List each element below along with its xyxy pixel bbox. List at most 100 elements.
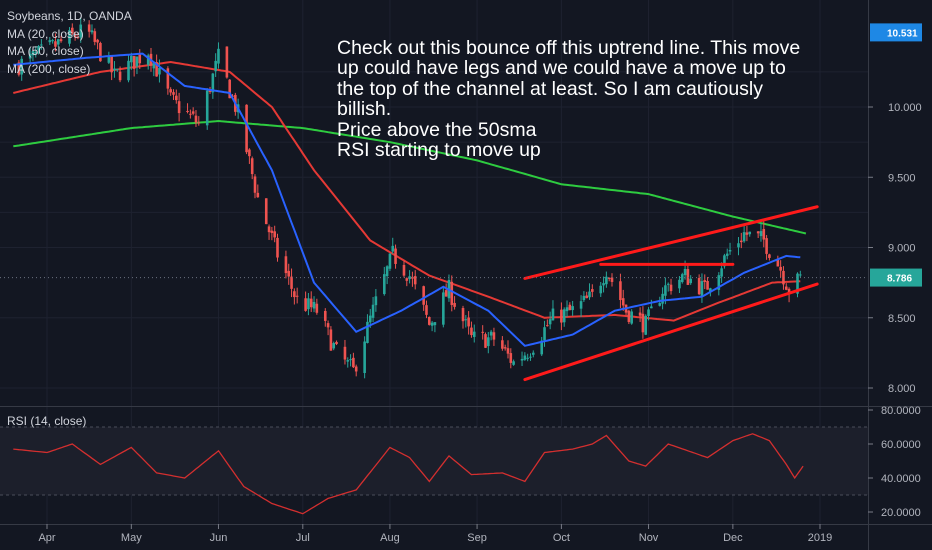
candle-body: [186, 110, 189, 112]
candle-body: [130, 55, 133, 63]
candle-body: [214, 60, 217, 72]
candle-body: [602, 283, 605, 286]
candle-body: [512, 361, 515, 365]
candle-body: [779, 266, 782, 271]
candle-body: [650, 306, 653, 309]
candle-body: [177, 101, 181, 114]
candle-body: [717, 275, 721, 290]
candle-body: [661, 293, 664, 304]
candle-body: [405, 278, 409, 281]
ma50-path: [13, 60, 801, 322]
price-tick-label: 9.500: [888, 172, 916, 184]
candle-body: [571, 306, 574, 311]
candle-body: [138, 53, 142, 64]
candle-body: [40, 44, 43, 46]
candle-body: [31, 51, 35, 56]
price-axis[interactable]: 8.000 8.500 9.000 9.500 10.000: [868, 102, 922, 395]
candle-body: [723, 255, 726, 267]
candle-body: [127, 60, 130, 81]
price-markers: 8.786 10.531: [0, 23, 922, 287]
rsi-legend[interactable]: RSI (14, close): [7, 414, 86, 428]
candle-body: [354, 366, 358, 372]
candle-body: [315, 303, 319, 313]
candle-body: [520, 358, 524, 361]
candle-body: [444, 290, 448, 297]
candle-body: [796, 273, 799, 294]
candle-body: [68, 30, 71, 44]
candle-body: [172, 92, 175, 95]
candle-body: [666, 283, 670, 285]
candle-body: [267, 226, 271, 233]
candle-body: [762, 229, 766, 240]
candle-body: [205, 90, 209, 126]
candle-body: [225, 46, 229, 78]
candle-body: [503, 347, 507, 349]
price-tick-label: 9.000: [888, 243, 916, 255]
candle-body: [728, 250, 732, 252]
candle-body: [776, 258, 780, 267]
candle-body: [90, 30, 94, 33]
candle-body: [332, 343, 336, 349]
time-tick-label: Apr: [38, 532, 55, 544]
candle-body: [591, 289, 594, 292]
time-tick-label: Dec: [723, 532, 743, 544]
candle-body: [630, 311, 633, 324]
candle-body: [189, 113, 192, 115]
rsi-tick-label: 40.0000: [881, 473, 921, 485]
trendline[interactable]: [523, 282, 819, 382]
candle-body: [709, 288, 712, 292]
ma200-path: [13, 119, 807, 235]
last-price-label: 10.531: [887, 28, 918, 39]
candle-body: [76, 37, 80, 39]
candle-body: [664, 285, 667, 296]
candle-body: [745, 232, 749, 235]
annotation-line: the top of the channel at least. So I am…: [337, 78, 763, 100]
candle-body: [70, 27, 74, 34]
candle-body: [96, 39, 99, 43]
ma200-legend[interactable]: MA (200, close): [7, 62, 90, 76]
candle-body: [703, 280, 707, 282]
candle-body: [619, 281, 622, 301]
annotation-note[interactable]: Check out this bounce off this uptrend l…: [337, 37, 800, 161]
candle-body: [290, 276, 293, 289]
trendlines: [523, 205, 819, 382]
candle-body: [87, 24, 91, 32]
candle-body: [402, 264, 406, 276]
candle-body: [697, 278, 701, 295]
time-tick-label: Jun: [210, 532, 228, 544]
candle-body: [366, 321, 369, 343]
candle-body: [99, 42, 102, 62]
last-price-badge: [870, 23, 922, 42]
candle-body: [256, 192, 260, 198]
candle-body: [37, 46, 40, 51]
candle-body: [273, 231, 276, 238]
time-tick-label: May: [121, 532, 142, 544]
candle-body: [531, 352, 535, 355]
candle-body: [248, 149, 251, 157]
ma20-legend[interactable]: MA (20, close): [7, 27, 84, 41]
annotation-line: billish.: [337, 98, 391, 120]
candle-body: [641, 313, 645, 333]
candle-body: [197, 122, 201, 124]
candle-body: [383, 274, 386, 295]
candle-body: [683, 268, 687, 276]
candle-body: [352, 357, 355, 368]
trendline[interactable]: [523, 205, 819, 280]
time-axis[interactable]: Apr May Jun Jul Aug Sep Oct Nov Dec 2019: [38, 524, 832, 544]
candle-body: [579, 301, 583, 309]
candle-body: [371, 304, 375, 318]
candle-body: [56, 39, 60, 45]
candle-body: [374, 296, 378, 306]
candle-body: [768, 254, 771, 258]
candle-body: [175, 95, 178, 101]
candle-body: [489, 331, 493, 336]
candle-body: [335, 341, 338, 345]
candle-body: [425, 305, 428, 315]
symbol-title[interactable]: Soybeans, 1D, OANDA: [7, 9, 132, 23]
rsi-axis[interactable]: 20.0000 40.0000 60.0000 80.0000: [868, 405, 921, 519]
ma50-legend[interactable]: MA (50, close): [7, 44, 84, 58]
candle-body: [48, 40, 52, 43]
candle-body: [509, 353, 513, 363]
candle-body: [245, 104, 248, 153]
